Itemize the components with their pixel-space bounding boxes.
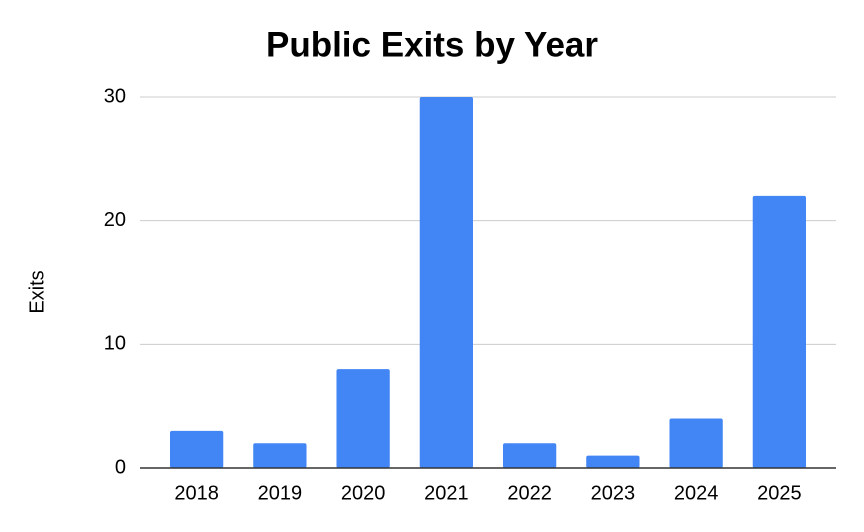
y-axis-label: Exits bbox=[26, 270, 48, 313]
x-tick-label: 2021 bbox=[424, 482, 469, 504]
bar bbox=[669, 418, 723, 468]
bar bbox=[336, 369, 390, 468]
y-tick-label: 0 bbox=[115, 456, 126, 478]
bar bbox=[586, 455, 640, 468]
x-tick-label: 2023 bbox=[591, 482, 636, 504]
y-tick-label: 30 bbox=[104, 85, 126, 107]
x-tick-label: 2024 bbox=[674, 482, 719, 504]
x-tick-label: 2022 bbox=[507, 482, 552, 504]
y-tick-label: 20 bbox=[104, 209, 126, 231]
bar bbox=[752, 195, 807, 468]
x-tick-label: 2019 bbox=[258, 482, 303, 504]
x-tick-label: 2025 bbox=[757, 482, 802, 504]
bar bbox=[253, 443, 307, 468]
bar bbox=[169, 430, 224, 468]
x-tick-label: 2020 bbox=[341, 482, 386, 504]
chart-title: Public Exits by Year bbox=[266, 25, 598, 64]
x-tick-label: 2018 bbox=[174, 482, 219, 504]
y-tick-label: 10 bbox=[104, 333, 126, 355]
bar bbox=[502, 443, 557, 468]
bar bbox=[419, 97, 474, 468]
